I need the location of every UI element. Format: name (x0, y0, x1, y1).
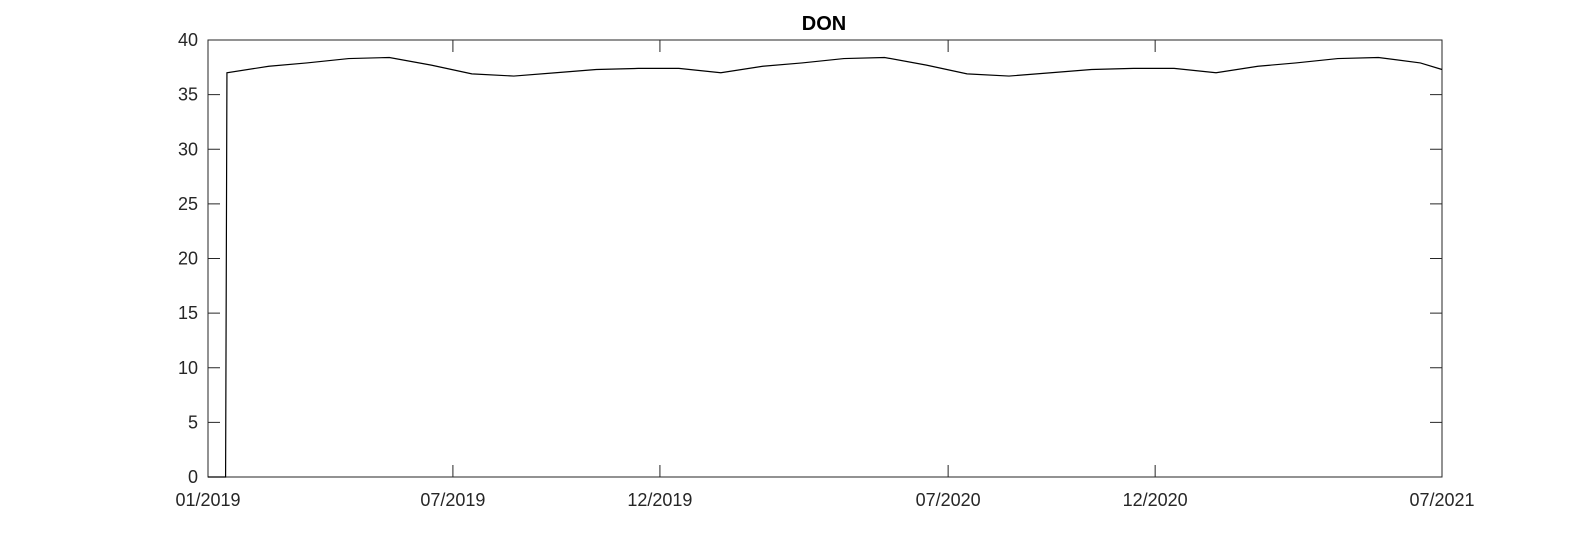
x-tick-label: 07/2019 (420, 490, 485, 510)
y-tick-label: 0 (188, 467, 198, 487)
y-tick-label: 35 (178, 85, 198, 105)
y-tick-label: 10 (178, 358, 198, 378)
y-tick-label: 40 (178, 30, 198, 50)
x-tick-label: 12/2020 (1123, 490, 1188, 510)
y-tick-label: 20 (178, 249, 198, 269)
y-tick-label: 5 (188, 412, 198, 432)
x-tick-label: 07/2020 (916, 490, 981, 510)
y-tick-label: 15 (178, 303, 198, 323)
y-axis: 0 5 10 15 20 25 30 35 40 (178, 30, 1442, 487)
chart-title: DON (802, 13, 846, 35)
x-tick-label: 07/2021 (1409, 490, 1474, 510)
series-layer (208, 56, 1443, 478)
plot-area-frame (207, 39, 1443, 478)
x-axis: 01/2019 07/2019 12/2019 07/2020 12/2020 07/20… (175, 40, 1475, 510)
y-tick-label: 25 (178, 194, 198, 214)
x-tick-label: 01/2019 (175, 490, 240, 510)
x-tick-label: 12/2019 (627, 490, 692, 510)
y-tick-label: 30 (178, 139, 198, 159)
series-line (208, 56, 1443, 478)
